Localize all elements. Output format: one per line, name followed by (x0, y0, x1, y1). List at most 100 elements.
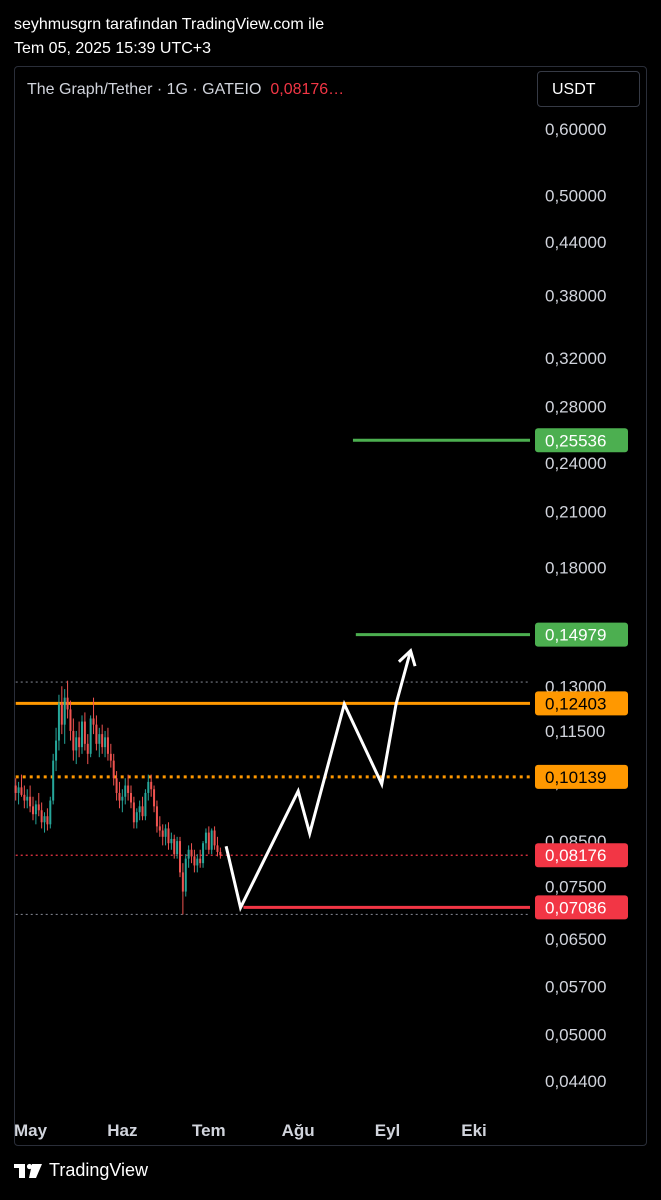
tradingview-logo-icon (14, 1163, 42, 1178)
candle-body (178, 841, 182, 873)
candle-body (66, 697, 69, 710)
tradingview-label: TradingView (49, 1160, 149, 1180)
candle-body (112, 760, 115, 779)
candle-body (78, 737, 81, 748)
candle-body (196, 858, 199, 866)
price-axis-tick-label: 0,50000 (545, 186, 606, 205)
candle-body (138, 806, 141, 813)
price-axis-tick-label: 0,18000 (545, 559, 606, 578)
candle-body (23, 794, 26, 801)
candle-body (104, 737, 107, 748)
price-label-tag (535, 843, 628, 868)
price-axis-tick-label: 0,38000 (545, 286, 606, 305)
candle-body (115, 778, 118, 793)
candle-body (55, 740, 58, 761)
price-axis-tick-label: 0,06500 (545, 930, 606, 949)
candle-body (86, 743, 89, 754)
time-axis-tick-label: Tem (192, 1121, 226, 1140)
candle-body (75, 737, 78, 751)
price-axis-tick-label: 0,11500 (545, 722, 605, 741)
price-axis-tick-label: 0,07500 (545, 878, 606, 897)
candle-body (14, 785, 17, 793)
price-axis-tick-label: 0,60000 (545, 120, 606, 139)
price-label-tag (535, 895, 628, 920)
candle-body (129, 792, 133, 803)
candle-body (98, 734, 101, 744)
candle-body (187, 849, 190, 859)
chart-frame (14, 66, 647, 1146)
candle-body (150, 781, 153, 790)
candle-body (176, 841, 179, 855)
candle-body (101, 734, 104, 748)
price-label-text: 0,07086 (545, 898, 606, 917)
candle-body (118, 792, 121, 801)
price-label-text: 0,08176 (545, 846, 606, 865)
candle-body (202, 843, 205, 864)
chart-timestamp: Tem 05, 2025 15:39 UTC+3 (14, 40, 212, 57)
candle-body (89, 718, 92, 754)
candle-body (69, 709, 72, 731)
time-axis-tick-label: Eki (461, 1121, 487, 1140)
candle-body (17, 787, 20, 793)
candle-body (190, 849, 193, 857)
time-axis-tick-label: May (14, 1121, 48, 1140)
chart-author-line: seyhmusgrn tarafından TradingView.com il… (14, 16, 325, 33)
candle-body (60, 703, 63, 725)
candle-body (141, 806, 144, 817)
price-axis-tick-label: 0,04400 (545, 1072, 606, 1091)
candle-body (20, 787, 23, 795)
candle-body (40, 810, 43, 823)
candle-body (144, 792, 147, 817)
candle-body (216, 845, 219, 852)
candle-body (95, 724, 98, 744)
price-label-text: 0,25536 (545, 431, 606, 450)
price-label-tag (535, 622, 628, 647)
time-axis-tick-label: Ağu (282, 1121, 315, 1140)
tradingview-brand[interactable]: TradingView (14, 1160, 148, 1181)
symbol-info: The Graph/Tether · 1G · GATEIO (27, 81, 262, 98)
currency-unit-button[interactable]: USDT (537, 71, 640, 107)
projection-arrow-path (224, 650, 413, 913)
time-axis-tick-label: Eyl (375, 1121, 401, 1140)
price-axis-tick-label: 0,44000 (545, 233, 606, 252)
candle-body (155, 806, 158, 827)
price-label-text: 0,10139 (545, 768, 606, 787)
candle-body (193, 856, 196, 866)
candle-body (92, 718, 95, 725)
candle-body (219, 851, 222, 856)
candle-body (83, 721, 86, 744)
candle-body (204, 832, 207, 844)
price-axis-tick-label: 0,32000 (545, 349, 606, 368)
candle-body (31, 806, 35, 815)
price-label-tag (535, 691, 628, 716)
candle-body (199, 858, 202, 864)
price-label-tag (535, 764, 628, 789)
candle-body (170, 838, 173, 844)
candle-body (46, 816, 49, 825)
price-axis-tick-label: 0,21000 (545, 503, 606, 522)
projection-arrowhead (397, 648, 417, 667)
candle-body (173, 838, 176, 855)
candle-body (147, 781, 150, 793)
candle-body (43, 816, 46, 823)
candle-body (109, 753, 112, 761)
symbol-bar[interactable]: The Graph/Tether · 1G · GATEIO 0,08176… (27, 81, 344, 99)
candle-body (207, 832, 210, 850)
candle-body (37, 804, 40, 811)
candle-body (63, 697, 66, 725)
candle-body (124, 785, 127, 797)
candle-body (57, 703, 60, 741)
candle-body (153, 789, 156, 807)
candle-body (181, 872, 184, 892)
candle-body (52, 760, 55, 801)
last-price: 0,08176… (270, 81, 345, 98)
candle-body (213, 830, 216, 846)
candle-body (158, 826, 161, 831)
candle-body (161, 830, 164, 837)
candle-body (72, 730, 75, 751)
candle-body (127, 785, 130, 793)
candle-body (184, 858, 187, 892)
candle-body (80, 721, 84, 748)
candle-body (167, 828, 170, 844)
